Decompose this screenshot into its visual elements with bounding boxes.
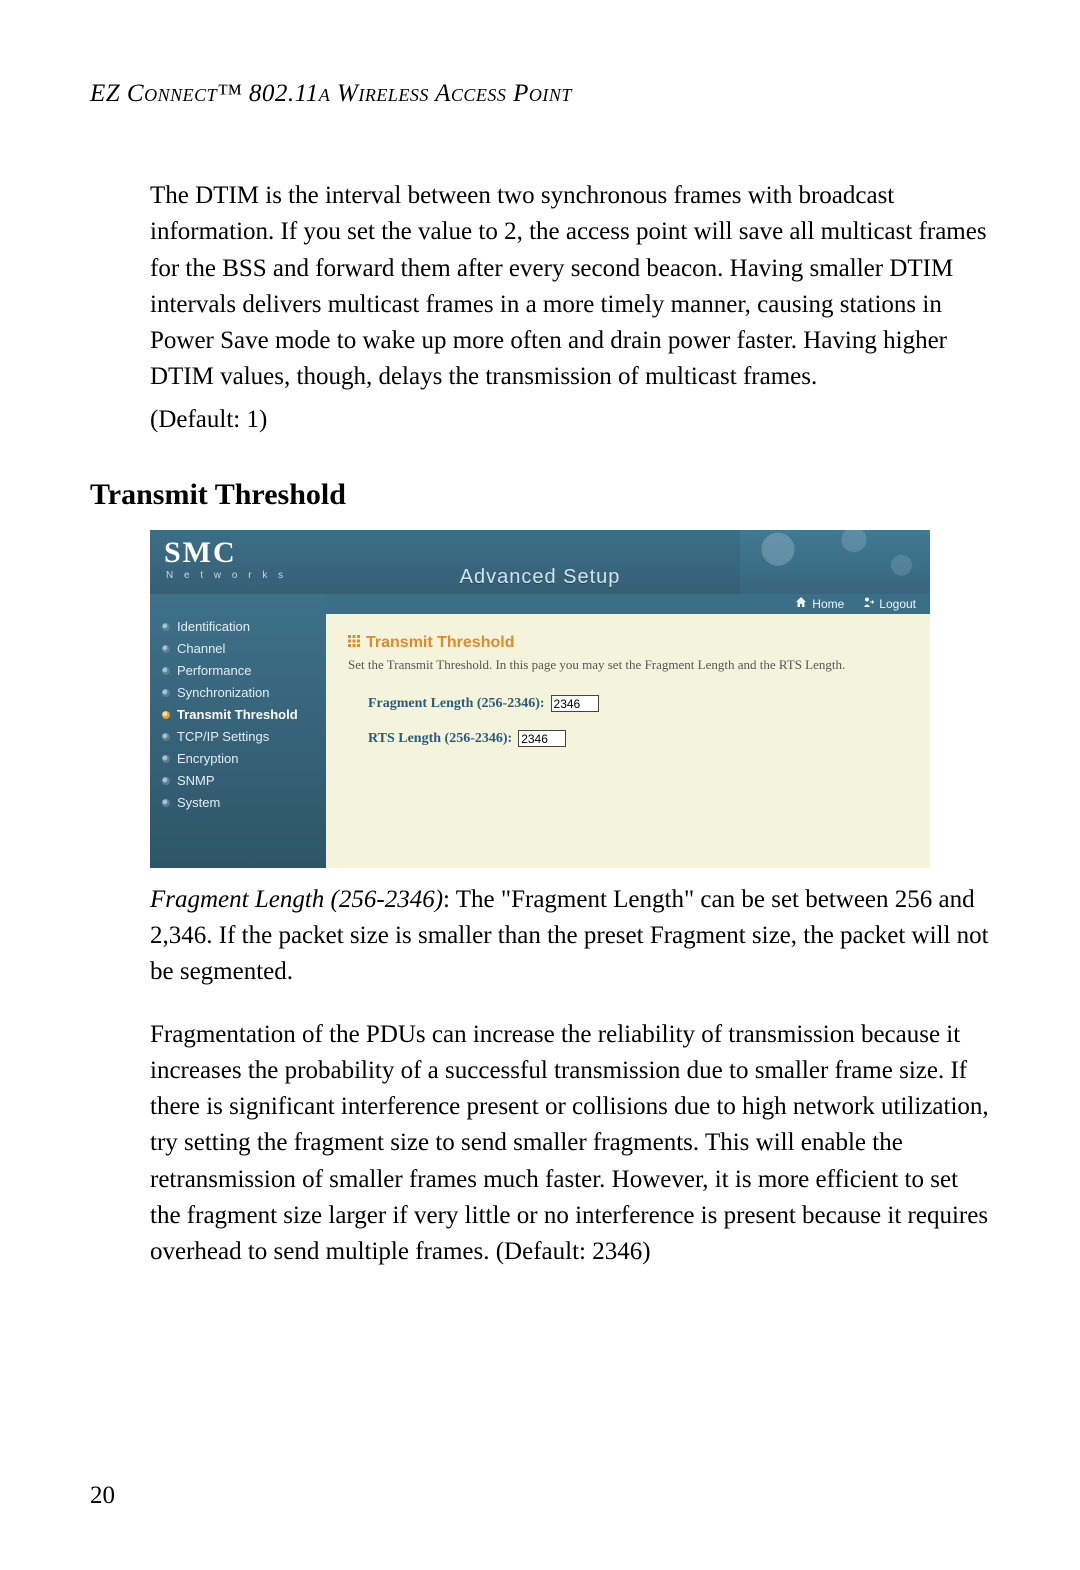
logout-icon <box>862 596 874 611</box>
sidebar-item-channel[interactable]: Channel <box>150 638 326 660</box>
bullet-icon <box>162 623 170 631</box>
running-header: EZ Connect™ 802.11a Wireless Access Poin… <box>90 80 990 108</box>
bullet-icon <box>162 799 170 807</box>
rts-length-row: RTS Length (256-2346): <box>368 730 908 747</box>
grid-icon <box>348 635 360 651</box>
fragment-length-label: Fragment Length (256-2346): <box>368 696 545 712</box>
sidebar-item-identification[interactable]: Identification <box>150 616 326 638</box>
sidebar-item-synchronization[interactable]: Synchronization <box>150 682 326 704</box>
fragmentation-explanation: Fragmentation of the PDUs can increase t… <box>150 1017 990 1271</box>
bullet-icon <box>162 667 170 675</box>
fragment-length-row: Fragment Length (256-2346): <box>368 695 908 712</box>
sidebar-item-system[interactable]: System <box>150 792 326 814</box>
home-label: Home <box>812 597 844 611</box>
sidebar-item-transmit-threshold[interactable]: Transmit Threshold <box>150 704 326 726</box>
sidebar-item-performance[interactable]: Performance <box>150 660 326 682</box>
intro-paragraph-1: The DTIM is the interval between two syn… <box>150 178 990 396</box>
sidebar-item-tcpip-settings[interactable]: TCP/IP Settings <box>150 726 326 748</box>
sidebar-item-label: TCP/IP Settings <box>177 729 269 744</box>
fragment-length-explanation: Fragment Length (256-2346): The "Fragmen… <box>150 882 990 991</box>
bullet-icon <box>162 755 170 763</box>
bullet-icon <box>162 689 170 697</box>
sidebar-item-label: Performance <box>177 663 251 678</box>
sidebar-item-label: System <box>177 795 220 810</box>
fragment-length-input[interactable] <box>551 695 599 712</box>
sidebar-item-label: Synchronization <box>177 685 270 700</box>
bullet-icon <box>162 777 170 785</box>
main-title-row: Transmit Threshold <box>348 634 908 652</box>
sidebar-item-label: Encryption <box>177 751 238 766</box>
main-panel-description: Set the Transmit Threshold. In this page… <box>348 656 878 674</box>
bullet-icon <box>162 733 170 741</box>
rts-length-label: RTS Length (256-2346): <box>368 731 512 747</box>
screenshot-sidebar: Identification Channel Performance Synch… <box>150 594 326 868</box>
rts-length-input[interactable] <box>518 730 566 747</box>
screenshot-header: SMC N e t w o r k s Advanced Setup <box>150 530 930 594</box>
smc-logo: SMC <box>164 536 237 570</box>
sidebar-item-encryption[interactable]: Encryption <box>150 748 326 770</box>
fragmentation-paragraph: Fragmentation of the PDUs can increase t… <box>150 1017 990 1271</box>
main-panel-title: Transmit Threshold <box>366 634 514 652</box>
intro-block: The DTIM is the interval between two syn… <box>150 178 990 438</box>
sidebar-item-snmp[interactable]: SNMP <box>150 770 326 792</box>
bullet-icon <box>162 645 170 653</box>
home-icon <box>795 596 807 611</box>
advanced-setup-title: Advanced Setup <box>150 566 930 589</box>
sidebar-item-label: Transmit Threshold <box>177 707 298 722</box>
intro-paragraph-2: (Default: 1) <box>150 402 990 438</box>
home-link[interactable]: Home <box>795 596 844 611</box>
screenshot-main-panel: Transmit Threshold Set the Transmit Thre… <box>326 614 930 868</box>
sidebar-item-label: Identification <box>177 619 250 634</box>
screenshot-toolbar: Home Logout <box>326 594 930 614</box>
logout-link[interactable]: Logout <box>862 596 916 611</box>
bullet-icon <box>162 711 170 719</box>
page-number: 20 <box>90 1482 115 1510</box>
embedded-screenshot: SMC N e t w o r k s Advanced Setup Home … <box>150 530 930 868</box>
sidebar-item-label: SNMP <box>177 773 215 788</box>
fragment-length-italic-label: Fragment Length (256-2346) <box>150 886 443 913</box>
sidebar-item-label: Channel <box>177 641 225 656</box>
section-heading-transmit-threshold: Transmit Threshold <box>90 478 990 512</box>
logout-label: Logout <box>879 597 916 611</box>
